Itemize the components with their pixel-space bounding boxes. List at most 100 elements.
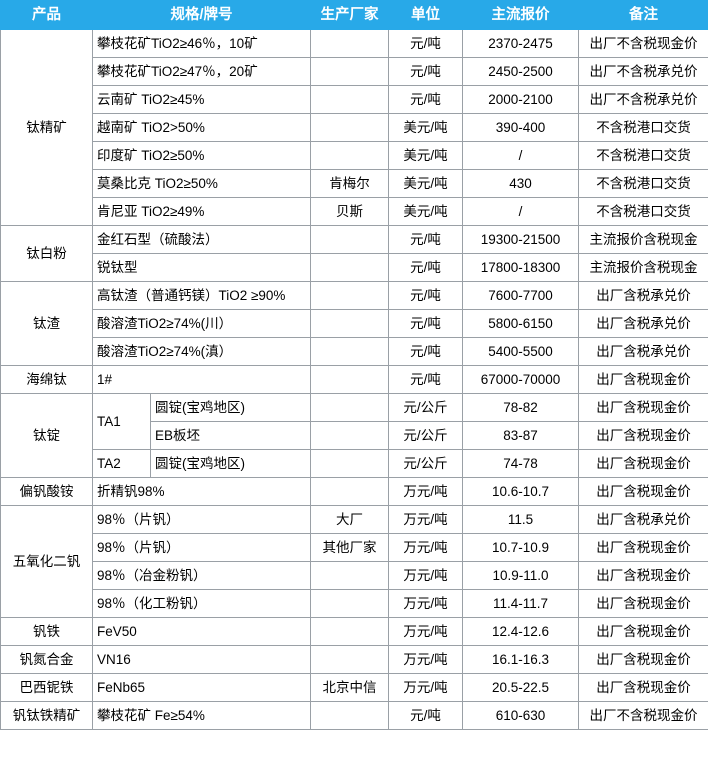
price-cell: 2450-2500 <box>462 57 579 86</box>
remark-cell: 出厂含税承兑价 <box>578 337 708 366</box>
remark-cell: 出厂不含税承兑价 <box>578 57 708 86</box>
spec-cell: 越南矿 TiO2>50% <box>92 113 311 142</box>
spec-grade-cell: TA1 <box>92 393 151 450</box>
manufacturer-cell: 其他厂家 <box>310 533 389 562</box>
manufacturer-cell <box>310 253 389 282</box>
spec-cell: 98％（冶金粉钒） <box>92 561 311 590</box>
spec-detail-cell: EB板坯 <box>150 421 311 450</box>
spec-cell: 攀枝花矿TiO2≥47％，20矿 <box>92 57 311 86</box>
remark-cell: 出厂不含税现金价 <box>578 701 708 730</box>
price-cell: 16.1-16.3 <box>462 645 579 674</box>
remark-cell: 出厂含税现金价 <box>578 365 708 394</box>
remark-cell: 出厂含税现金价 <box>578 533 708 562</box>
manufacturer-cell <box>310 337 389 366</box>
table-row: 98％（化工粉钒） 万元/吨 11.4-11.7 出厂含税现金价 <box>1 589 708 618</box>
unit-cell: 万元/吨 <box>388 477 463 506</box>
manufacturer-cell: 大厂 <box>310 505 389 534</box>
spec-cell: 98％（化工粉钒） <box>92 589 311 618</box>
table-row: 越南矿 TiO2>50% 美元/吨 390-400 不含税港口交货 <box>1 113 708 142</box>
spec-cell: 锐钛型 <box>92 253 311 282</box>
spec-cell: 98％（片钒） <box>92 533 311 562</box>
table-body: 钛精矿 攀枝花矿TiO2≥46％，10矿 元/吨 2370-2475 出厂不含税现金价攀… <box>0 29 708 730</box>
price-cell: 83-87 <box>462 421 579 450</box>
table-header: 产品 规格/牌号 生产厂家 单位 主流报价 备注 <box>0 0 708 30</box>
price-cell: 20.5-22.5 <box>462 673 579 702</box>
price-cell: 78-82 <box>462 393 579 422</box>
table-row: 钒铁 FeV50 万元/吨 12.4-12.6 出厂含税现金价 <box>0 617 708 646</box>
manufacturer-cell: 贝斯 <box>310 197 389 226</box>
table-row: 肯尼亚 TiO2≥49% 贝斯 美元/吨 / 不含税港口交货 <box>1 197 708 226</box>
price-cell: 10.7-10.9 <box>462 533 579 562</box>
price-cell: / <box>462 197 579 226</box>
spec-cell: 金红石型（硫酸法） <box>92 225 311 254</box>
table-row: 钛白粉 金红石型（硫酸法） 元/吨 19300-21500 主流报价含税现金 <box>0 225 708 282</box>
manufacturer-cell <box>310 393 389 422</box>
unit-cell: 元/公斤 <box>388 393 463 422</box>
price-cell: 5400-5500 <box>462 337 579 366</box>
spec-cell: 肯尼亚 TiO2≥49% <box>92 197 311 226</box>
remark-cell: 不含税港口交货 <box>578 141 708 170</box>
remark-cell: 出厂含税现金价 <box>578 589 708 618</box>
remark-cell: 出厂含税现金价 <box>578 421 708 450</box>
spec-cell: 高钛渣（普通钙镁）TiO2 ≥90% <box>92 281 311 310</box>
remark-cell: 出厂含税现金价 <box>578 617 708 646</box>
unit-cell: 万元/吨 <box>388 533 463 562</box>
remark-cell: 不含税港口交货 <box>578 197 708 226</box>
table-row: 莫桑比克 TiO2≥50% 肯梅尔 美元/吨 430 不含税港口交货 <box>1 169 708 198</box>
spec-grade-cell: TA2 <box>92 449 151 478</box>
table-row: 98％（片钒） 其他厂家 万元/吨 10.7-10.9 出厂含税现金价 <box>1 533 708 562</box>
manufacturer-cell <box>310 85 389 114</box>
unit-cell: 万元/吨 <box>388 645 463 674</box>
spec-cell: 酸溶渣TiO2≥74%(川） <box>92 309 311 338</box>
unit-cell: 美元/吨 <box>388 169 463 198</box>
table-row: 云南矿 TiO2≥45% 元/吨 2000-2100 出厂不含税承兑价 <box>1 85 708 114</box>
product-name-cell: 钛精矿 <box>0 29 93 226</box>
manufacturer-cell <box>310 309 389 338</box>
table-row: 98％（冶金粉钒） 万元/吨 10.9-11.0 出厂含税现金价 <box>1 561 708 590</box>
manufacturer-cell: 肯梅尔 <box>310 169 389 198</box>
table-row: 钛精矿 攀枝花矿TiO2≥46％，10矿 元/吨 2370-2475 出厂不含税现金价 <box>0 29 708 226</box>
manufacturer-cell <box>310 29 389 58</box>
product-name-cell: 钛渣 <box>0 281 93 366</box>
manufacturer-cell <box>310 225 389 254</box>
price-cell: 610-630 <box>462 701 579 730</box>
spec-cell: FeV50 <box>92 617 311 646</box>
unit-cell: 美元/吨 <box>388 197 463 226</box>
manufacturer-cell <box>310 477 389 506</box>
price-cell: 7600-7700 <box>462 281 579 310</box>
product-name-cell: 钒铁 <box>0 617 93 646</box>
product-name-cell: 钛锭 <box>0 393 93 478</box>
price-cell: 10.6-10.7 <box>462 477 579 506</box>
unit-cell: 美元/吨 <box>388 141 463 170</box>
price-cell: 17800-18300 <box>462 253 579 282</box>
spec-cell: FeNb65 <box>92 673 311 702</box>
product-name-cell: 钒氮合金 <box>0 645 93 674</box>
manufacturer-cell <box>310 421 389 450</box>
spec-cell: VN16 <box>92 645 311 674</box>
manufacturer-cell <box>310 57 389 86</box>
manufacturer-cell <box>310 141 389 170</box>
manufacturer-cell <box>310 561 389 590</box>
table-header-row: 产品 规格/牌号 生产厂家 单位 主流报价 备注 <box>0 0 708 30</box>
remark-cell: 不含税港口交货 <box>578 169 708 198</box>
unit-cell: 元/吨 <box>388 281 463 310</box>
price-cell: 5800-6150 <box>462 309 579 338</box>
manufacturer-cell <box>310 281 389 310</box>
price-cell: 11.5 <box>462 505 579 534</box>
spec-cell: 攀枝花矿 Fe≥54% <box>92 701 311 730</box>
unit-cell: 元/吨 <box>388 337 463 366</box>
product-name-cell: 钒钛铁精矿 <box>0 701 93 730</box>
unit-cell: 元/吨 <box>388 365 463 394</box>
unit-cell: 元/吨 <box>388 29 463 58</box>
price-cell: 430 <box>462 169 579 198</box>
spec-cell: 攀枝花矿TiO2≥46％，10矿 <box>92 29 311 58</box>
table-row: 钛渣 高钛渣（普通钙镁）TiO2 ≥90% 元/吨 7600-7700 出厂含税承兑价 <box>0 281 708 366</box>
table-row: 钒氮合金 VN16 万元/吨 16.1-16.3 出厂含税现金价 <box>0 645 708 674</box>
remark-cell: 出厂含税现金价 <box>578 645 708 674</box>
price-cell: 67000-70000 <box>462 365 579 394</box>
price-cell: 19300-21500 <box>462 225 579 254</box>
spec-cell: 1# <box>92 365 311 394</box>
remark-cell: 出厂不含税现金价 <box>578 29 708 58</box>
unit-cell: 万元/吨 <box>388 673 463 702</box>
remark-cell: 出厂含税现金价 <box>578 393 708 422</box>
